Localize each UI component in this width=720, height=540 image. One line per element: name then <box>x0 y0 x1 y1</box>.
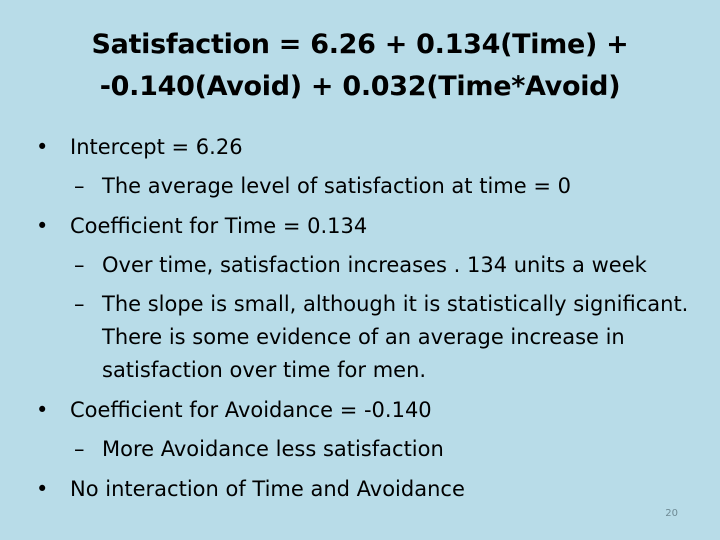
slide-title: Satisfaction = 6.26 + 0.134(Time) + -0.1… <box>30 24 690 108</box>
bullet-text: Intercept = 6.26 <box>70 135 243 159</box>
bullet-avoidance-coefficient: • Coefficient for Avoidance = -0.140 <box>28 393 698 427</box>
dash-icon: – <box>74 253 85 277</box>
bullet-time-coefficient: • Coefficient for Time = 0.134 <box>28 209 698 243</box>
bullet-icon: • <box>36 398 49 422</box>
bullet-no-interaction: • No interaction of Time and Avoidance <box>28 472 698 506</box>
sub-bullet-text: More Avoidance less satisfaction <box>102 437 444 461</box>
sub-bullet-text: The average level of satisfaction at tim… <box>102 174 571 198</box>
bullet-intercept: • Intercept = 6.26 <box>28 130 698 164</box>
bullet-icon: • <box>36 214 49 238</box>
bullet-text: Coefficient for Avoidance = -0.140 <box>70 398 432 422</box>
sub-bullet-slope-significance: – The slope is small, although it is sta… <box>28 288 698 387</box>
bullet-text: Coefficient for Time = 0.134 <box>70 214 368 238</box>
bullet-icon: • <box>36 477 49 501</box>
title-line-2: -0.140(Avoid) + 0.032(Time*Avoid) <box>99 71 621 102</box>
dash-icon: – <box>74 437 85 461</box>
sub-bullet-time-increase: – Over time, satisfaction increases . 13… <box>28 249 698 282</box>
sub-bullet-text: The slope is small, although it is stati… <box>102 292 689 382</box>
slide-body: • Intercept = 6.26 – The average level o… <box>28 130 698 506</box>
sub-bullet-intercept-meaning: – The average level of satisfaction at t… <box>28 170 698 203</box>
sub-bullet-text: Over time, satisfaction increases . 134 … <box>102 253 647 277</box>
sub-bullet-avoidance-meaning: – More Avoidance less satisfaction <box>28 433 698 466</box>
dash-icon: – <box>74 174 85 198</box>
page-number: 20 <box>665 508 678 519</box>
dash-icon: – <box>74 292 85 316</box>
title-line-1: Satisfaction = 6.26 + 0.134(Time) + <box>91 29 629 60</box>
bullet-icon: • <box>36 135 49 159</box>
bullet-text: No interaction of Time and Avoidance <box>70 477 465 501</box>
